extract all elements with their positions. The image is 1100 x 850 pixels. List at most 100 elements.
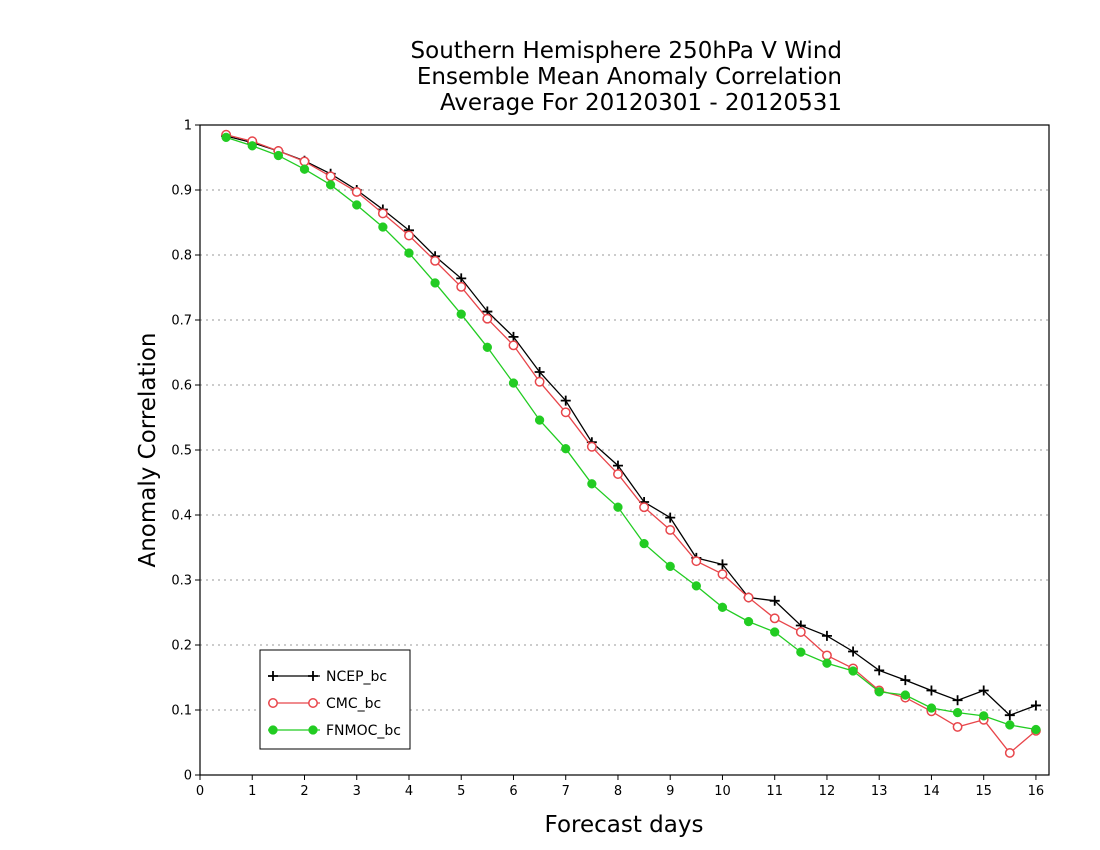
data-point [665,512,676,523]
data-point [1005,720,1015,730]
x-axis-title: Forecast days [545,812,704,838]
data-point [717,602,728,612]
data-point [639,502,650,513]
y-tick-label: 0 [184,769,192,784]
legend-label: NCEP_bc [326,669,387,685]
data-point [404,248,414,258]
x-tick-label: 7 [562,784,570,799]
data-point [430,278,440,288]
data-point [299,164,310,174]
data-point [587,479,597,489]
y-tick-label: 0.5 [171,444,192,459]
y-tick-label: 0.6 [171,379,192,394]
data-point [456,309,466,319]
x-tick-label: 9 [666,784,674,799]
data-point [1004,747,1015,758]
x-tick-label: 5 [457,784,465,799]
x-tick-label: 4 [405,784,413,799]
data-point [482,313,493,324]
chart-title-line-3: Average For 20120301 - 20120531 [440,90,842,116]
legend-marker [308,698,318,708]
data-point [377,208,388,219]
x-tick-label: 10 [714,784,731,799]
x-tick-label: 3 [353,784,361,799]
x-tick-label: 16 [1028,784,1045,799]
data-point [769,613,780,624]
data-point [325,171,336,182]
data-point [978,685,989,696]
data-point [874,687,884,697]
y-tick-label: 0.9 [171,184,192,199]
data-point [822,658,832,668]
x-tick-label: 6 [509,784,517,799]
x-tick-label: 2 [300,784,308,799]
data-point [717,559,728,570]
legend-marker [268,725,278,735]
data-point [795,627,806,637]
y-tick-label: 0.1 [171,704,192,719]
data-point [1004,710,1015,721]
data-point [743,616,754,627]
x-tick-label: 13 [871,784,888,799]
data-point [822,650,832,661]
data-point [848,666,858,676]
x-tick-label: 8 [614,784,622,799]
data-point [221,132,231,143]
series-line [225,136,1037,731]
x-tick-label: 11 [766,784,783,799]
x-tick-label: 1 [248,784,256,799]
chart-title-line-1: Southern Hemisphere 250hPa V Wind [411,38,842,64]
data-point [874,665,885,676]
data-point [952,707,963,718]
data-point [430,255,441,266]
chart-title: Southern Hemisphere 250hPa V Wind Ensemb… [411,38,842,116]
data-point [770,627,780,637]
data-point [769,595,780,606]
data-point [665,525,676,535]
data-point [613,502,623,512]
data-point [561,444,571,454]
data-point [508,340,519,351]
y-tick-label: 0.8 [171,249,192,264]
data-point [560,407,571,418]
x-tick-label: 15 [975,784,992,799]
data-point [612,460,623,471]
data-point [378,222,388,232]
series-FNMOC_bc [221,132,1041,735]
data-point [743,592,754,603]
y-tick-label: 0.3 [171,574,192,589]
x-tick-label: 0 [196,784,204,799]
data-point [717,569,728,580]
data-point [926,685,937,696]
y-tick-label: 0.2 [171,639,192,654]
data-point [926,703,937,713]
data-point [848,646,859,657]
data-point [456,273,467,284]
series [221,129,1041,758]
data-point [534,415,545,425]
series-line [225,135,1037,716]
data-point [821,630,832,641]
chart-title-line-2: Ensemble Mean Anomaly Correlation [417,64,842,90]
legend: NCEP_bc CMC_bc FNMOC_bc [259,649,411,750]
data-point [900,675,911,686]
data-point [665,561,675,571]
axis-ticks: 00.10.20.30.40.50.60.70.80.910 1 2 3 4 5 6 7 8 9 1… [171,119,1044,800]
data-point [796,647,806,657]
y-tick-label: 1 [184,119,192,134]
data-point [1031,724,1041,735]
y-tick-label: 0.7 [171,314,192,329]
series-NCEP_bc [221,131,1041,721]
legend-marker [268,698,278,708]
data-point [534,367,545,377]
data-point [456,281,467,292]
data-point [404,230,414,241]
legend-marker [308,671,318,681]
y-axis-title: Anomaly Correlation [135,332,161,567]
data-point [639,538,649,549]
data-point [299,156,310,167]
data-point [900,690,910,700]
data-point [952,721,963,732]
data-point [586,441,597,452]
